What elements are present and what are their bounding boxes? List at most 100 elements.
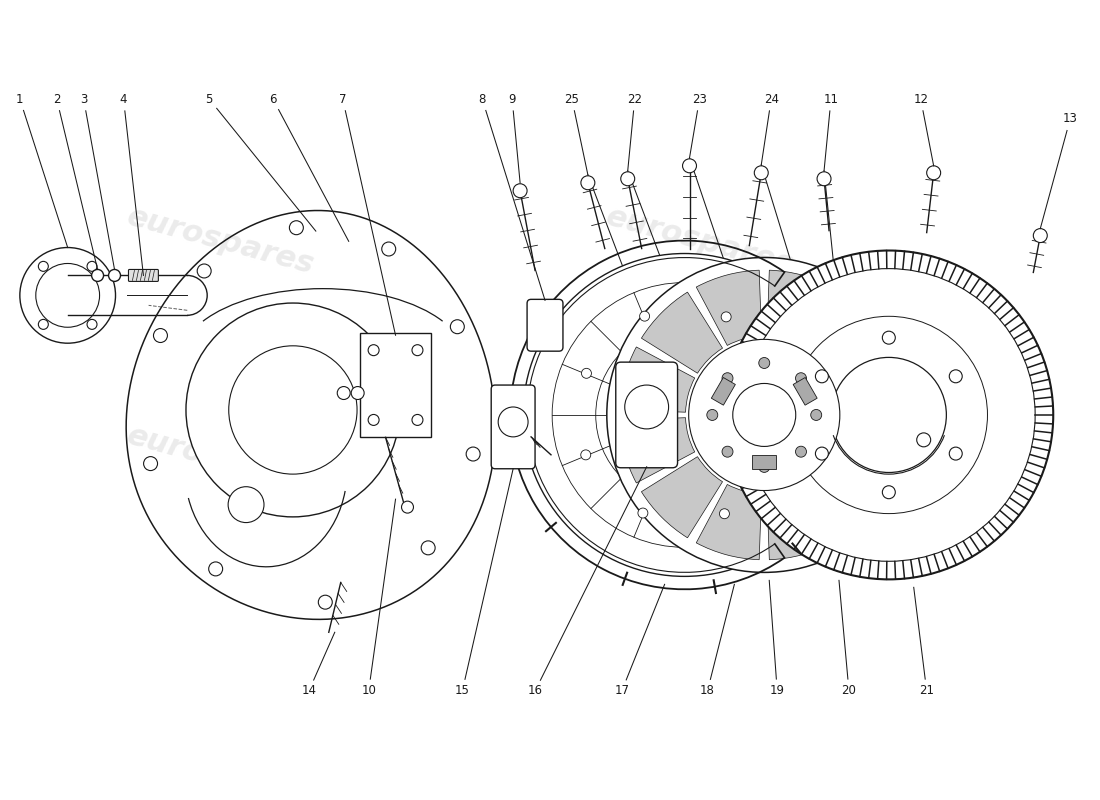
Text: 3: 3 — [80, 93, 87, 106]
Circle shape — [39, 319, 48, 330]
Bar — [793, 378, 817, 405]
Circle shape — [368, 414, 379, 426]
FancyBboxPatch shape — [616, 362, 678, 468]
Text: 12: 12 — [913, 93, 928, 106]
Circle shape — [759, 358, 770, 369]
Circle shape — [581, 450, 591, 460]
Circle shape — [20, 247, 115, 343]
Text: 13: 13 — [1063, 113, 1078, 126]
Circle shape — [109, 270, 121, 282]
Text: 1: 1 — [16, 93, 23, 106]
Wedge shape — [696, 270, 761, 346]
Text: eurospares: eurospares — [124, 421, 318, 498]
Circle shape — [412, 414, 422, 426]
Circle shape — [382, 242, 396, 256]
FancyBboxPatch shape — [129, 270, 158, 282]
Circle shape — [402, 501, 414, 513]
Circle shape — [351, 386, 364, 399]
Circle shape — [39, 262, 48, 271]
Circle shape — [742, 269, 1035, 562]
Wedge shape — [806, 457, 887, 538]
Text: 14: 14 — [301, 685, 317, 698]
Text: 23: 23 — [692, 93, 707, 106]
Circle shape — [87, 319, 97, 330]
Circle shape — [707, 410, 718, 421]
Text: 21: 21 — [920, 685, 934, 698]
Circle shape — [450, 320, 464, 334]
Circle shape — [882, 486, 895, 498]
Circle shape — [682, 159, 696, 173]
Circle shape — [882, 331, 895, 344]
Wedge shape — [767, 270, 833, 346]
Circle shape — [197, 264, 211, 278]
Circle shape — [338, 386, 350, 399]
Circle shape — [689, 339, 839, 490]
Circle shape — [815, 447, 828, 460]
Bar — [360, 333, 431, 438]
Circle shape — [229, 346, 358, 474]
Circle shape — [926, 166, 940, 180]
Text: 20: 20 — [842, 685, 857, 698]
Text: 4: 4 — [120, 93, 128, 106]
Circle shape — [144, 457, 157, 470]
Circle shape — [949, 447, 962, 460]
Circle shape — [582, 368, 592, 378]
Text: 16: 16 — [528, 685, 542, 698]
FancyBboxPatch shape — [492, 385, 535, 469]
Circle shape — [778, 451, 788, 462]
Circle shape — [815, 370, 828, 382]
Circle shape — [581, 176, 595, 190]
Circle shape — [759, 462, 770, 472]
Text: 24: 24 — [763, 93, 779, 106]
Text: eurospares: eurospares — [603, 421, 796, 498]
Circle shape — [412, 345, 422, 356]
Bar — [752, 455, 777, 469]
Circle shape — [795, 373, 806, 384]
Circle shape — [91, 270, 103, 282]
Circle shape — [722, 446, 733, 457]
Text: 22: 22 — [627, 93, 642, 106]
Text: 15: 15 — [455, 685, 470, 698]
Wedge shape — [619, 347, 695, 412]
Circle shape — [733, 383, 795, 446]
Text: 8: 8 — [478, 93, 486, 106]
Circle shape — [719, 509, 729, 518]
Text: 7: 7 — [339, 93, 346, 106]
Wedge shape — [641, 457, 723, 538]
Circle shape — [607, 258, 922, 572]
Circle shape — [36, 263, 100, 327]
Text: 9: 9 — [508, 93, 516, 106]
Circle shape — [620, 172, 635, 186]
Text: 19: 19 — [770, 685, 784, 698]
Wedge shape — [767, 485, 833, 560]
FancyBboxPatch shape — [527, 299, 563, 351]
Bar — [712, 378, 736, 405]
Circle shape — [228, 486, 264, 522]
Text: eurospares: eurospares — [603, 202, 796, 279]
Text: 25: 25 — [564, 93, 580, 106]
Text: 2: 2 — [53, 93, 60, 106]
Wedge shape — [619, 418, 695, 483]
Circle shape — [498, 407, 528, 437]
Circle shape — [722, 312, 732, 322]
Circle shape — [289, 221, 304, 234]
Circle shape — [421, 541, 436, 555]
Text: 10: 10 — [361, 685, 376, 698]
Text: eurospares: eurospares — [124, 202, 318, 279]
Circle shape — [87, 262, 97, 271]
Circle shape — [638, 508, 648, 518]
Circle shape — [625, 385, 669, 429]
Circle shape — [368, 345, 379, 356]
Circle shape — [817, 172, 830, 186]
Circle shape — [466, 447, 480, 461]
Circle shape — [755, 166, 768, 180]
Circle shape — [209, 562, 222, 576]
Wedge shape — [834, 347, 909, 412]
Circle shape — [513, 184, 527, 198]
Wedge shape — [696, 485, 761, 560]
Wedge shape — [641, 292, 723, 374]
Circle shape — [186, 303, 399, 517]
Circle shape — [318, 595, 332, 609]
Circle shape — [725, 250, 1053, 579]
Text: 17: 17 — [614, 685, 629, 698]
